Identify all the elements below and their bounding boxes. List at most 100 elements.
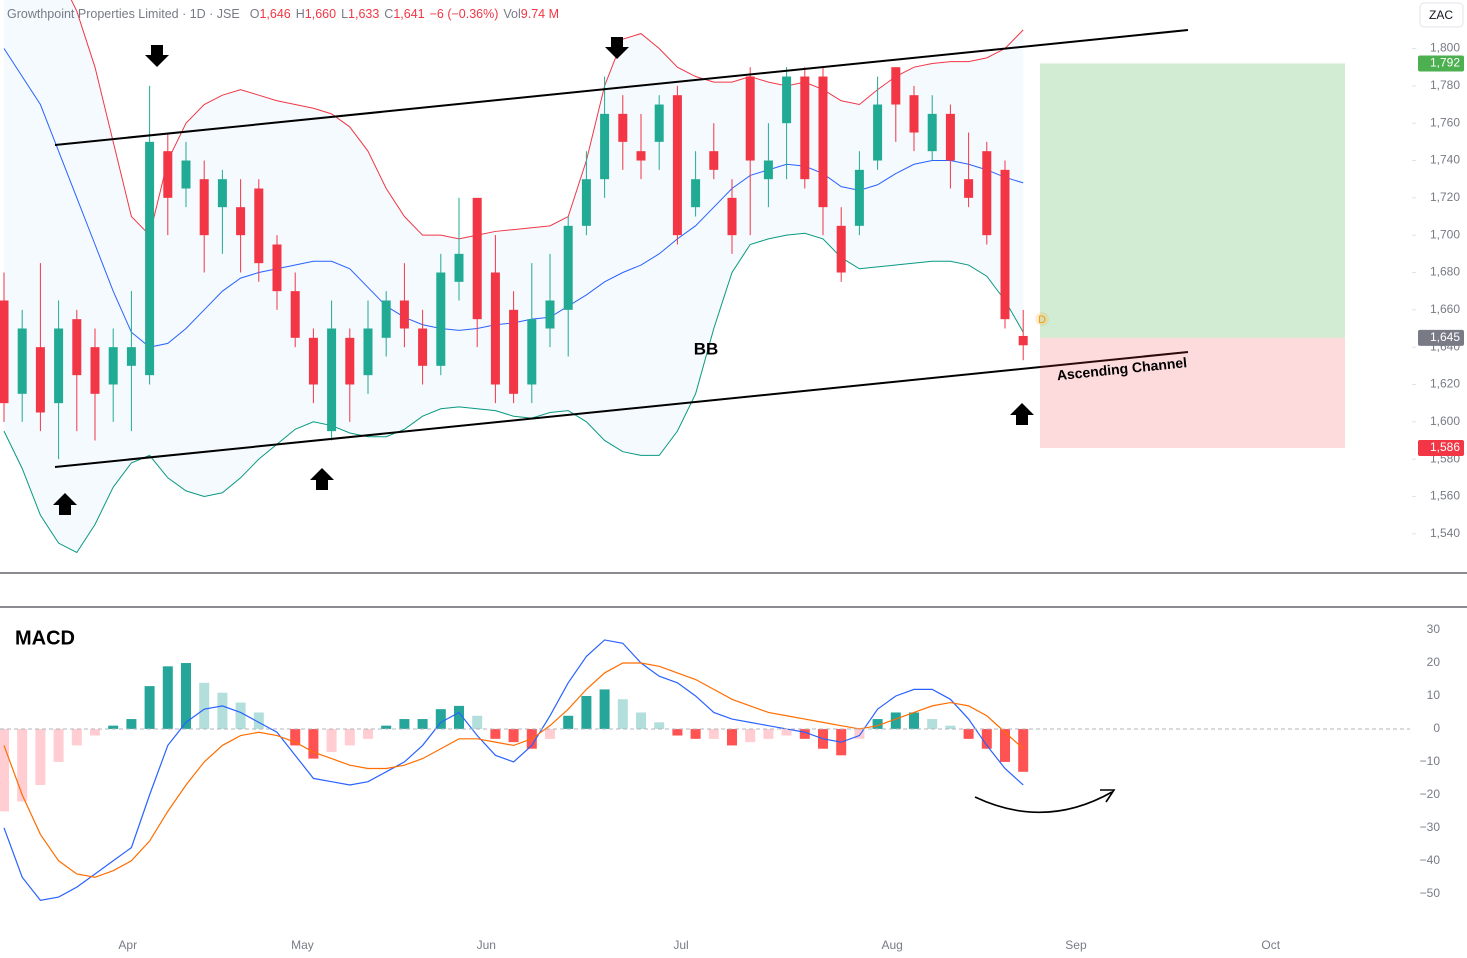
legend-label: O [250,7,260,21]
candle-body [600,113,610,180]
histogram-bar [963,728,974,739]
y-tick-label: 1,760 [1430,115,1460,129]
volume-value: 9.74 M [521,7,559,21]
candle-body [745,76,755,161]
candle-body [145,141,155,376]
candle-body [563,225,573,310]
x-tick-label: May [291,938,314,952]
histogram-bar [253,712,264,729]
histogram-bar [472,715,483,729]
histogram-bar [781,728,792,736]
histogram-bar [435,709,446,729]
histogram-bar [890,712,901,729]
histogram-bar [199,682,210,729]
arrows [53,37,1034,515]
y-tick-label: 1,740 [1430,153,1460,167]
candle-body [782,76,792,124]
histogram-bar [636,712,646,729]
candle-body [891,67,901,105]
y-tick-label: −20 [1420,787,1441,801]
candle-body [54,328,64,404]
y-tick-label: 30 [1427,622,1441,636]
candle-body [527,319,537,385]
histogram-bar [799,728,810,739]
histogram-bar [290,728,301,746]
histogram-bar [1000,728,1010,762]
candle-body [636,151,646,161]
candle-body [163,151,173,198]
band-upper [70,0,1024,240]
y-tick-label: 1,800 [1430,41,1460,55]
histogram-bar [508,728,519,743]
candle-body [381,300,391,338]
band-lower [3,232,1024,554]
candle-body [545,300,555,329]
price-label-box [1418,329,1464,346]
candle-body [654,104,664,142]
candle-body [436,272,446,366]
histogram-bar [126,719,137,729]
x-tick-label: Jul [673,938,688,952]
x-tick-label: Sep [1065,938,1087,952]
histogram-bar [381,725,392,729]
arrow-up [1010,403,1034,425]
histogram-bar [235,702,246,729]
y-tick-label: 1,540 [1430,526,1460,540]
candle-body [800,76,810,180]
histogram-bar [872,719,883,729]
candle-body [982,151,992,236]
histogram-bar [71,728,82,746]
candle-body [618,113,628,142]
histogram-bar [162,666,173,729]
legend-label: L [341,7,348,21]
histogram-bar [363,728,373,739]
candle-body [763,160,773,180]
histogram-bar [981,728,992,749]
legend-value: 1,646 [259,7,290,21]
histogram-bar [454,705,464,729]
histogram-bar [90,728,100,736]
currency-box[interactable] [1419,2,1464,28]
arrow-up [53,493,77,515]
stop-zone [1040,337,1345,448]
channel-lower [54,351,1189,468]
histogram-bar [1018,728,1029,772]
title: Growthpoint Properties Limited · 1D · JS… [7,7,240,21]
histogram-bar [672,728,683,736]
candle-body [217,179,227,208]
candle-body [90,347,100,394]
candle-body [672,95,682,236]
histogram-bar [927,719,938,729]
y-tick-label: 20 [1427,655,1441,669]
candle-body [964,179,974,198]
candle-body [0,300,9,404]
histogram-bar [909,712,919,729]
legend-value: 1,633 [348,7,379,21]
candle-body [490,272,500,385]
histogram-bar [745,728,756,743]
histogram-bar [490,728,501,739]
y-tick-label: −40 [1420,853,1441,867]
histogram-bar [17,728,28,802]
price-pane [0,0,1028,554]
channel-upper [54,29,1189,146]
y-tick-label: −30 [1420,820,1441,834]
candle-body [418,328,428,366]
y-tick-label: 1,660 [1430,302,1460,316]
x-tick-label: Aug [881,938,902,952]
candle-body [327,328,337,432]
macd-line [3,639,1024,901]
y-tick-label: 0 [1433,721,1440,735]
candle-body [709,151,719,170]
arrow-down [605,37,629,59]
curve-arrow [974,791,1113,814]
signal-line [3,662,1024,878]
histogram-bar [708,728,719,739]
y-tick-label: 1,560 [1430,489,1460,503]
candle-body [727,197,737,236]
candle-body [836,225,846,273]
candle-body [254,188,264,264]
target-zone [1040,63,1345,338]
candle-body [290,291,300,338]
